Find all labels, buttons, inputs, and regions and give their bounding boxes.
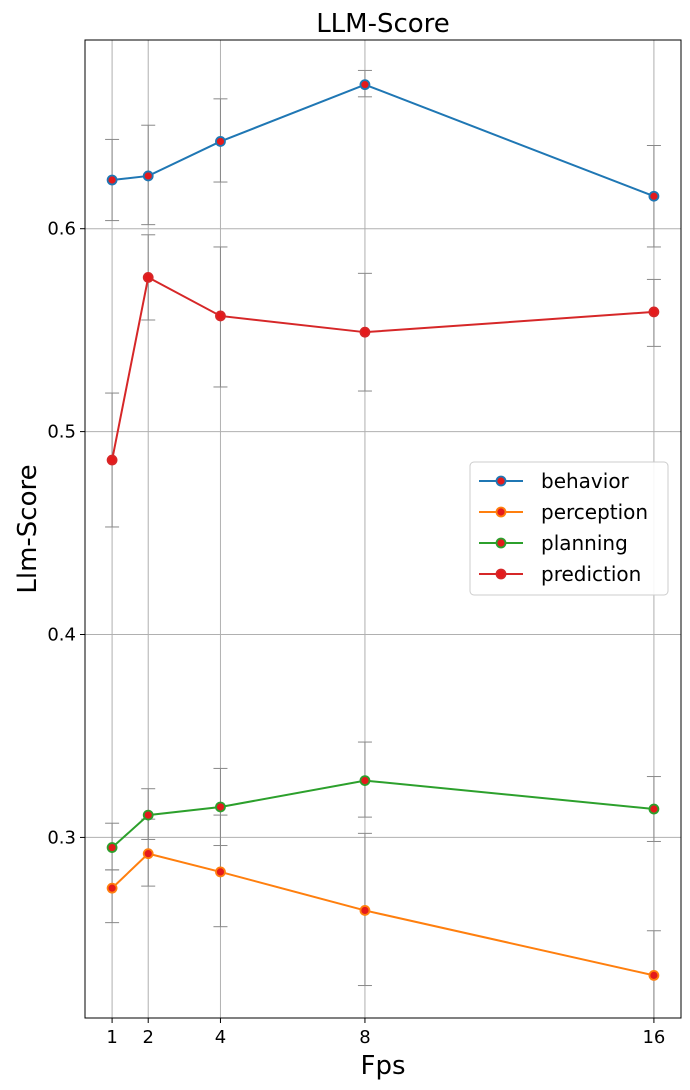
data-point-behavior xyxy=(142,170,154,182)
data-point-planning xyxy=(215,801,226,813)
legend: behavior perception planning prediction xyxy=(469,461,669,596)
y-tick-label: 0.3 xyxy=(47,827,76,848)
data-point-behavior xyxy=(106,174,118,186)
data-point-prediction xyxy=(359,326,371,338)
y-tick-label: 0.4 xyxy=(47,625,76,646)
legend-label-behavior: behavior xyxy=(541,469,630,493)
x-axis-label: Fps xyxy=(360,1051,405,1081)
data-point-planning xyxy=(648,803,660,815)
data-point-behavior xyxy=(648,190,660,202)
data-point-perception xyxy=(648,969,660,981)
data-point-prediction xyxy=(142,271,154,283)
data-point-perception xyxy=(359,905,371,916)
data-point-perception xyxy=(106,882,118,894)
data-point-prediction xyxy=(215,310,226,322)
x-tick-label: 2 xyxy=(142,1027,153,1048)
legend-label-prediction: prediction xyxy=(541,562,641,586)
x-tick-label: 1 xyxy=(106,1027,117,1048)
legend-box xyxy=(469,461,669,596)
y-tick-label: 0.5 xyxy=(47,422,76,443)
series-markers xyxy=(106,79,660,981)
y-tick-label: 0.6 xyxy=(47,219,76,240)
data-point-prediction xyxy=(648,306,660,318)
x-tick-label: 16 xyxy=(642,1027,665,1048)
plot-frame xyxy=(84,39,682,1019)
data-point-planning xyxy=(142,809,154,821)
data-point-behavior xyxy=(359,79,371,91)
data-point-behavior xyxy=(215,136,226,147)
x-tick-label: 4 xyxy=(215,1027,226,1048)
x-tick-label: 8 xyxy=(359,1027,370,1048)
y-axis-label: Llm-Score xyxy=(13,464,43,593)
chart-title: LLM-Score xyxy=(316,9,450,39)
legend-marker-planning xyxy=(495,537,507,549)
legend-label-perception: perception xyxy=(541,500,648,524)
legend-marker-prediction xyxy=(495,568,507,580)
axis-ticks: 1 2 4 8 16 0.3 0.4 0.5 0.6 xyxy=(47,219,665,1048)
legend-marker-behavior xyxy=(495,475,507,487)
data-point-perception xyxy=(142,848,154,860)
data-point-perception xyxy=(215,866,226,878)
data-point-prediction xyxy=(106,454,118,466)
data-point-planning xyxy=(359,775,371,787)
legend-marker-perception xyxy=(495,506,507,518)
legend-label-planning: planning xyxy=(541,531,628,555)
data-point-planning xyxy=(106,842,118,853)
